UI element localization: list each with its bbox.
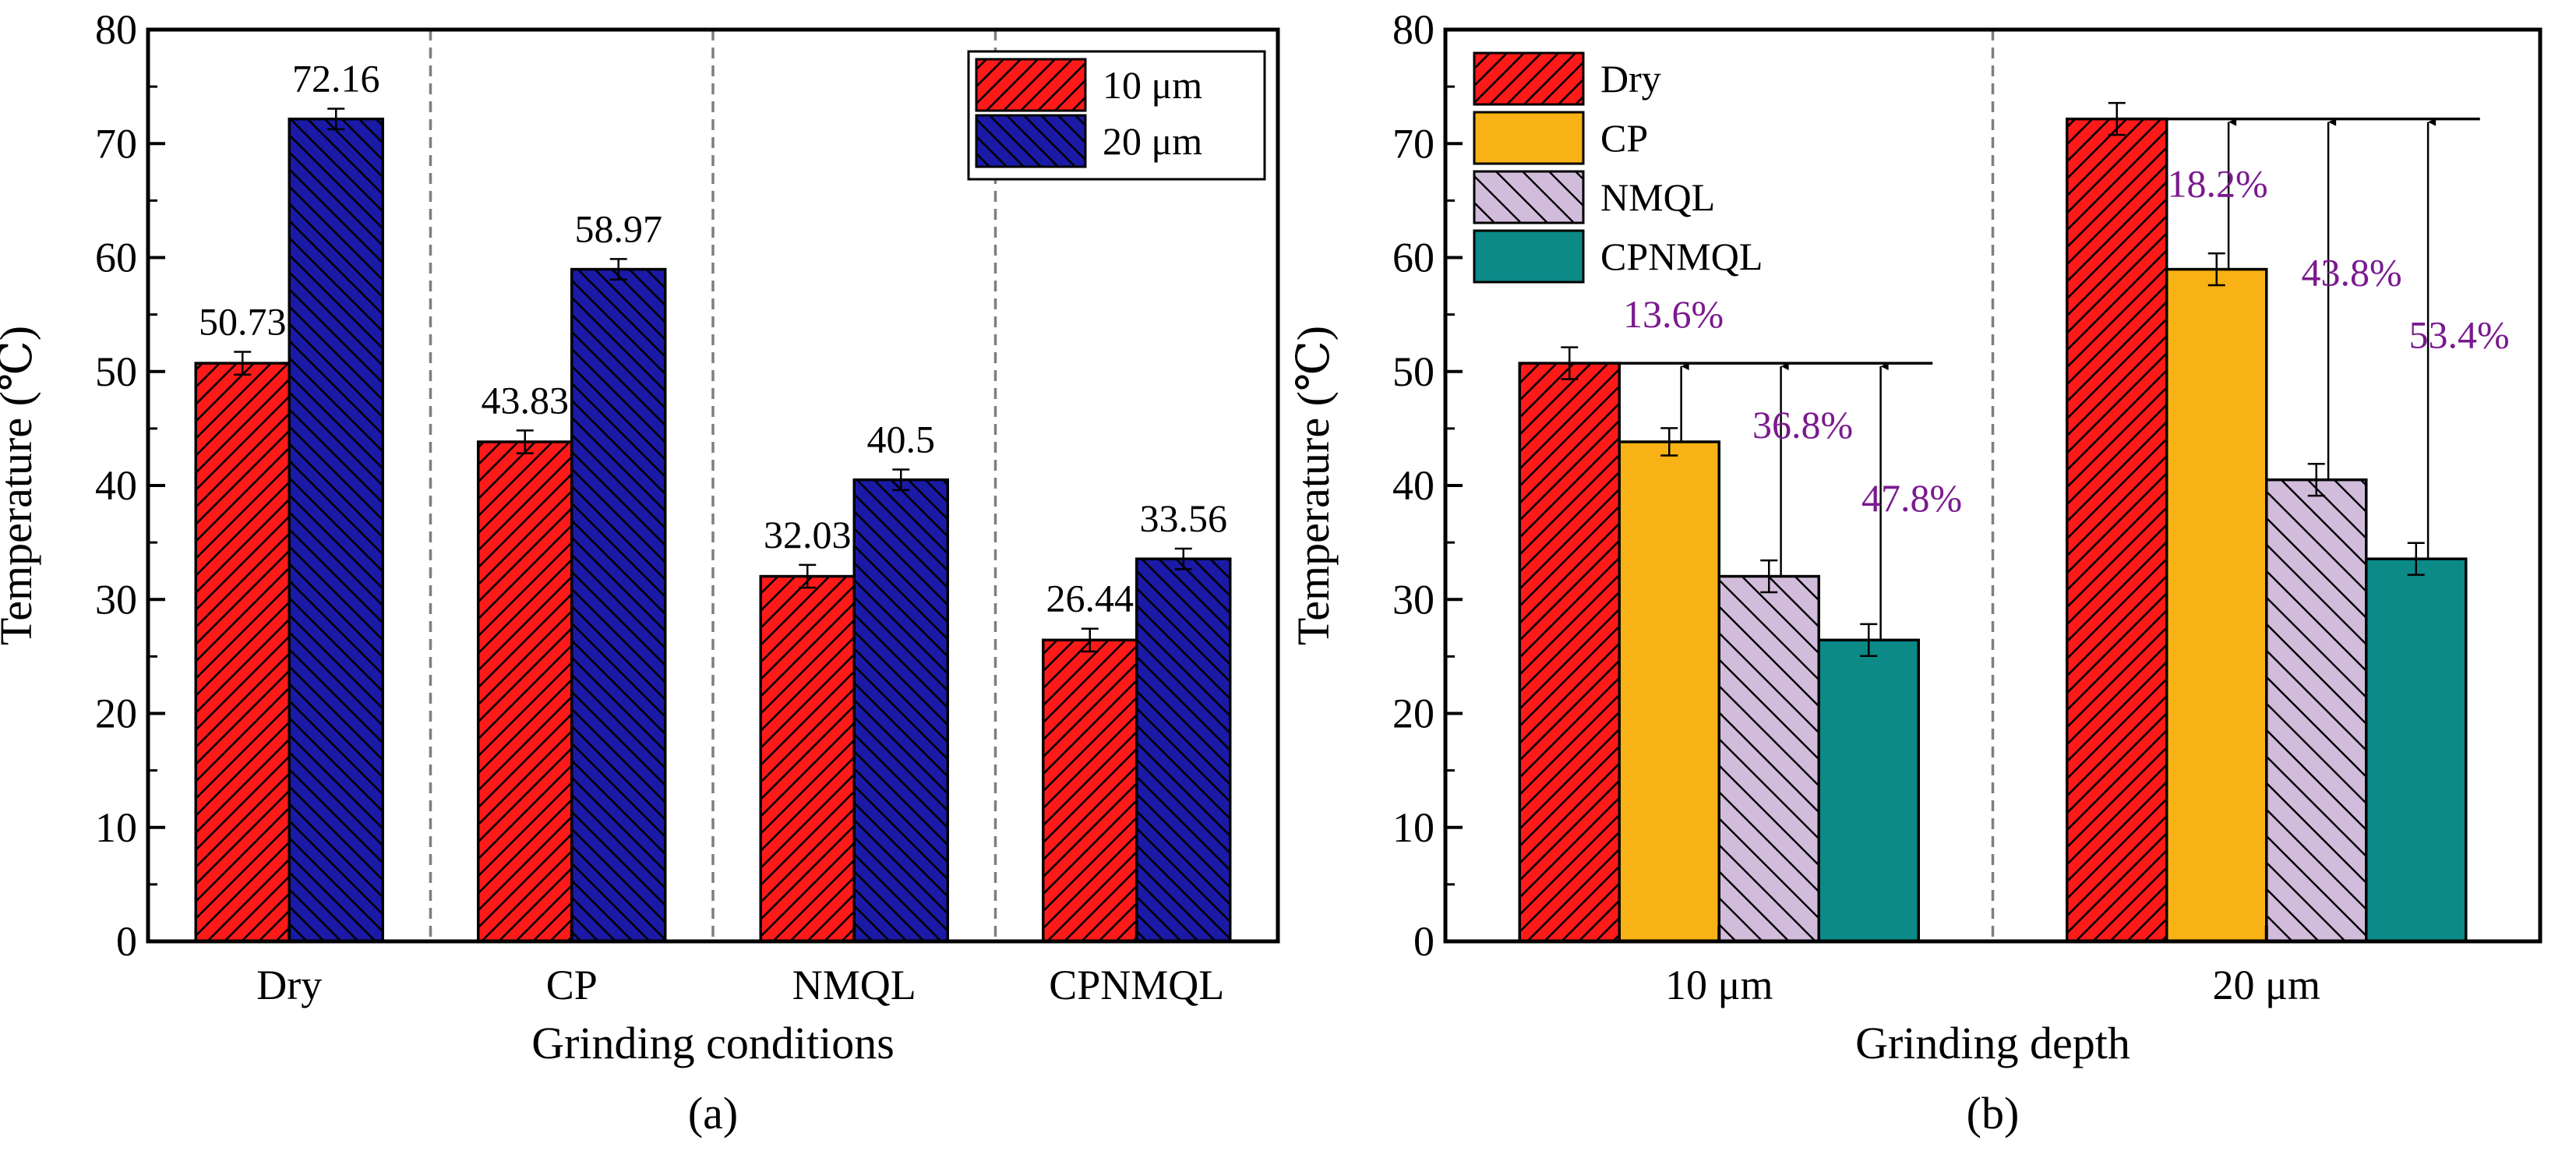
a-legend-swatch-outline-20-m	[975, 114, 1087, 168]
a-bar-hatch-10-m-cp	[478, 441, 572, 941]
chart-panel-b: 13.6% 36.8%47.8% 18.2% 43.8%53.4% 0 10 20 30 40…	[1288, 6, 2542, 1139]
a-y-tick-label-10: 10	[95, 804, 137, 851]
b-y-tick-label-10: 10	[1392, 804, 1434, 851]
a-data-label-20-m-cp: 58.97	[575, 207, 663, 250]
a-y-tick-label-20: 20	[95, 690, 137, 737]
a-bar-hatch-20-m-nmql	[854, 479, 948, 941]
b-legend-label-nmql: NMQL	[1600, 175, 1715, 219]
b-reduction-label-cpnmql-10-m: 47.8%	[1861, 476, 1962, 520]
b-bar-hatch-dry-20-m	[2066, 118, 2167, 941]
a-bar-hatch-10-m-nmql	[760, 576, 855, 941]
b-bar-hatch-nmql-10-m	[1719, 576, 1819, 941]
b-legend-label-dry: Dry	[1600, 57, 1661, 101]
b-legend-swatch-outline-cpnmql	[1473, 229, 1585, 284]
panel-a-dividers	[429, 30, 997, 941]
b-y-tick-label-40: 40	[1392, 462, 1434, 509]
b-bar-cp-10-m	[1619, 441, 1720, 941]
b-legend-swatch-outline-dry	[1473, 51, 1585, 106]
panel-a-y-ticks: 0 10 20 30 40 50 60 70 80	[95, 6, 165, 965]
b-bar-cpnmql-20-m	[2366, 559, 2466, 941]
a-data-label-20-m-dry: 72.16	[292, 56, 380, 100]
b-x-tick-label-10-m: 10 μm	[1665, 962, 1773, 1008]
b-legend-swatch-hatch-nmql	[1474, 171, 1583, 223]
a-data-label-10-m-nmql: 32.03	[764, 513, 852, 556]
a-legend-swatch-hatch-20-m	[976, 115, 1085, 167]
panel-b-reduction-annotations: 13.6% 36.8%47.8% 18.2% 43.8%53.4%	[1569, 117, 2510, 641]
panel-b-label: (b)	[1967, 1088, 2020, 1139]
a-data-label-20-m-nmql: 40.5	[867, 418, 936, 461]
panel-b-y-ticks: 0 10 20 30 40 50 60 70 80	[1392, 6, 1463, 965]
panel-b-x-ticks: 10 μm 20 μm	[1665, 926, 2320, 1008]
panel-b-bars	[1518, 101, 2468, 943]
b-y-tick-label-70: 70	[1392, 120, 1434, 167]
a-x-tick-label-cpnmql: CPNMQL	[1049, 962, 1224, 1008]
a-legend-swatch-hatch-10-m	[976, 59, 1085, 111]
a-bar-hatch-10-m-dry	[196, 363, 290, 942]
b-y-tick-label-80: 80	[1392, 6, 1434, 53]
b-reduction-label-nmql-20-m: 43.8%	[2302, 251, 2402, 295]
b-bar-cpnmql-10-m	[1819, 640, 1919, 941]
a-data-label-20-m-cpnmql: 33.56	[1140, 496, 1228, 540]
a-x-tick-label-dry: Dry	[256, 962, 322, 1008]
a-x-tick-label-cp: CP	[546, 962, 598, 1008]
panel-a-x-axis-label: Grinding conditions	[531, 1018, 895, 1068]
b-legend-swatch-outline-nmql	[1473, 170, 1585, 224]
b-reduction-label-cpnmql-20-m: 53.4%	[2409, 313, 2510, 357]
b-legend-swatch-cpnmql	[1474, 231, 1583, 282]
b-reduction-label-cp-20-m: 18.2%	[2168, 162, 2268, 206]
a-bar-hatch-20-m-cp	[571, 269, 665, 942]
b-legend-swatch-hatch-dry	[1474, 53, 1583, 104]
b-y-tick-label-0: 0	[1413, 918, 1434, 965]
a-y-tick-label-40: 40	[95, 462, 137, 509]
a-y-tick-label-60: 60	[95, 235, 137, 281]
a-y-tick-label-30: 30	[95, 576, 137, 623]
b-legend-swatch-cp	[1474, 112, 1583, 164]
b-reduction-label-cp-10-m: 13.6%	[1623, 292, 1724, 336]
a-data-label-10-m-cp: 43.83	[482, 378, 570, 422]
panel-a-y-axis-label: Temperature (℃)	[0, 326, 41, 645]
b-bar-hatch-nmql-20-m	[2266, 479, 2366, 941]
panel-a-legend: 10 μm 20 μm	[967, 50, 1266, 181]
panel-b-y-axis-label: Temperature (℃)	[1288, 326, 1339, 645]
b-y-tick-label-60: 60	[1392, 235, 1434, 281]
b-legend-label-cpnmql: CPNMQL	[1600, 235, 1763, 278]
b-bar-hatch-dry-10-m	[1519, 363, 1620, 942]
a-x-tick-label-nmql: NMQL	[792, 962, 916, 1008]
b-legend-label-cp: CP	[1600, 116, 1648, 160]
a-bar-hatch-20-m-cpnmql	[1136, 559, 1230, 941]
chart-panel-a: 50.7372.1643.8358.9732.0340.526.4433.56 …	[0, 6, 1280, 1139]
b-x-tick-label-20-m: 20 μm	[2213, 962, 2320, 1008]
a-data-label-10-m-dry: 50.73	[199, 299, 287, 343]
a-bar-hatch-10-m-cpnmql	[1043, 640, 1137, 941]
a-legend-label-10-m: 10 μm	[1103, 63, 1202, 107]
a-y-tick-label-80: 80	[95, 6, 137, 53]
a-data-label-10-m-cpnmql: 26.44	[1046, 577, 1134, 620]
a-bar-hatch-20-m-dry	[289, 118, 383, 941]
b-legend-swatch-outline-cp	[1473, 111, 1585, 165]
b-y-tick-label-20: 20	[1392, 690, 1434, 737]
b-y-tick-label-30: 30	[1392, 576, 1434, 623]
a-y-tick-label-0: 0	[116, 918, 137, 965]
b-bar-cp-20-m	[2166, 269, 2267, 942]
panel-b-x-axis-label: Grinding depth	[1855, 1018, 2130, 1068]
a-legend-swatch-outline-10-m	[975, 58, 1087, 112]
panel-a-x-ticks: Dry CP NMQL CPNMQL	[256, 926, 1224, 1008]
a-y-tick-label-50: 50	[95, 348, 137, 395]
b-reduction-label-nmql-10-m: 36.8%	[1752, 403, 1853, 447]
panel-a-label: (a)	[688, 1088, 738, 1139]
a-y-tick-label-70: 70	[95, 120, 137, 167]
b-y-tick-label-50: 50	[1392, 348, 1434, 395]
a-legend-label-20-m: 20 μm	[1103, 119, 1202, 163]
